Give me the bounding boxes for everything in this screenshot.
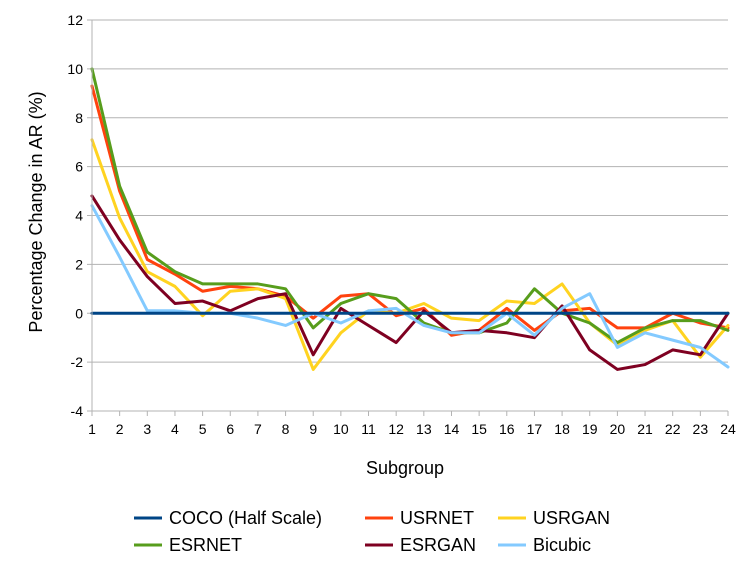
x-tick-label: 11 [361,421,376,437]
x-tick-label: 2 [116,421,124,437]
x-tick-label: 16 [499,421,515,437]
legend-label: USRGAN [533,508,610,528]
legend-item-esrnet: ESRNET [134,535,242,555]
x-tick-label: 15 [471,421,487,437]
series-line-usrgan [90,138,730,371]
y-tick-label: 2 [75,256,83,272]
x-tick-label: 14 [444,421,460,437]
legend-item-bicubic: Bicubic [498,535,591,555]
legend-label: ESRGAN [400,535,476,555]
legend: COCO (Half Scale) USRNET USRGAN ESRNET ESRGA… [134,508,610,555]
y-tick-label: -4 [71,403,84,419]
gridlines [87,19,728,412]
x-tick-label: 17 [527,421,543,437]
y-tick-label: 6 [75,159,83,175]
y-tick-label: 0 [75,305,83,321]
legend-item-usrgan: USRGAN [498,508,610,528]
legend-label: ESRNET [169,535,242,555]
y-tick-labels: -4 -2 0 2 4 6 8 10 12 [67,12,83,419]
x-axis-title: Subgroup [366,458,444,478]
x-tick-label: 10 [333,421,349,437]
x-tick-label: 9 [309,421,317,437]
x-tick-label: 18 [554,421,570,437]
series-line-bicubic [90,204,730,369]
y-tick-label: 8 [75,110,83,126]
legend-label: Bicubic [533,535,591,555]
x-tick-label: 8 [282,421,290,437]
x-tick-label: 7 [254,421,262,437]
legend-item-esrgan: ESRGAN [365,535,476,555]
x-tick-label: 22 [665,421,681,437]
x-tick-label: 12 [388,421,404,437]
series-line-esrnet [90,67,730,345]
legend-label: USRNET [400,508,474,528]
x-tick-label: 3 [143,421,151,437]
legend-label: COCO (Half Scale) [169,508,322,528]
x-tick-label: 6 [226,421,234,437]
x-tick-label: 1 [88,421,96,437]
legend-item-coco-half-scale: COCO (Half Scale) [134,508,322,528]
x-tick-label: 13 [416,421,432,437]
x-tick-label: 4 [171,421,179,437]
x-tick-label: 19 [582,421,598,437]
y-tick-label: -2 [71,354,84,370]
series-lines [90,67,730,371]
x-tick-label: 5 [199,421,207,437]
y-tick-label: 10 [67,61,83,77]
y-axis-title: Percentage Change in AR (%) [26,91,46,332]
x-tick-labels: 1 2 3 4 5 6 7 8 9 10 11 12 13 14 15 16 17 18 19 20 21 22 23 24 [88,411,736,437]
x-tick-label: 23 [693,421,709,437]
y-tick-label: 12 [67,12,83,28]
series-line-esrgan [90,194,730,371]
x-tick-label: 20 [610,421,626,437]
x-tick-label: 21 [637,421,653,437]
y-tick-label: 4 [75,208,83,224]
legend-item-usrnet: USRNET [365,508,474,528]
x-tick-label: 24 [720,421,736,437]
